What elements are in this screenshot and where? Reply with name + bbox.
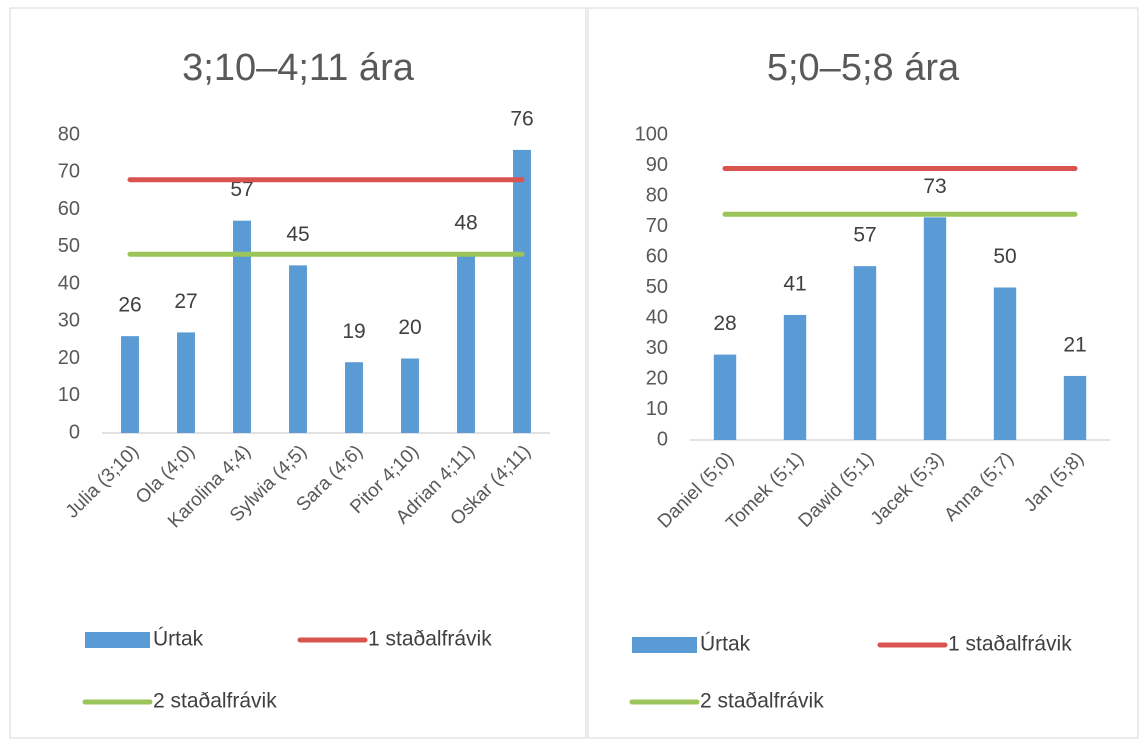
data-label: 19 xyxy=(342,320,365,343)
y-tick-label: 30 xyxy=(646,337,668,359)
bar xyxy=(233,220,251,433)
y-tick-label: 50 xyxy=(646,276,668,298)
data-label: 41 xyxy=(783,272,806,295)
y-tick-label: 50 xyxy=(58,235,80,257)
chart-title: 3;10–4;11 ára xyxy=(182,47,415,89)
y-tick-label: 60 xyxy=(646,245,668,267)
y-tick-label: 80 xyxy=(646,184,668,206)
bar xyxy=(1063,375,1087,440)
legend-swatch xyxy=(632,637,697,653)
y-tick-label: 60 xyxy=(58,198,80,220)
data-label: 21 xyxy=(1063,333,1086,356)
y-tick-label: 100 xyxy=(635,123,668,145)
data-label: 20 xyxy=(398,316,421,339)
y-tick-label: 70 xyxy=(58,161,80,183)
data-label: 48 xyxy=(454,212,477,235)
data-label: 26 xyxy=(118,294,141,317)
data-label: 76 xyxy=(510,107,533,130)
legend-label: 2 staðalfrávik xyxy=(700,690,824,713)
data-label: 73 xyxy=(923,175,946,198)
data-label: 50 xyxy=(993,245,1016,268)
data-label: 57 xyxy=(230,178,253,201)
legend-label: 2 staðalfrávik xyxy=(153,690,277,713)
y-tick-label: 30 xyxy=(58,310,80,332)
y-tick-label: 10 xyxy=(646,398,668,420)
y-tick-label: 90 xyxy=(646,154,668,176)
y-tick-label: 10 xyxy=(58,384,80,406)
legend-label: Úrtak xyxy=(700,633,751,656)
bar xyxy=(345,362,363,433)
bar xyxy=(853,266,877,440)
bar xyxy=(513,149,531,433)
y-tick-label: 0 xyxy=(69,421,80,443)
chart-title: 5;0–5;8 ára xyxy=(767,47,960,89)
legend-label: Úrtak xyxy=(153,628,204,651)
y-tick-label: 80 xyxy=(58,123,80,145)
y-tick-label: 0 xyxy=(657,428,668,450)
bar xyxy=(923,217,947,440)
data-label: 27 xyxy=(174,290,197,313)
y-tick-label: 20 xyxy=(646,367,668,389)
bar xyxy=(289,265,307,433)
bar xyxy=(401,358,419,433)
data-label: 45 xyxy=(286,223,309,246)
bar xyxy=(783,314,807,440)
y-tick-label: 20 xyxy=(58,347,80,369)
legend-label: 1 staðalfrávik xyxy=(948,633,1072,656)
y-tick-label: 70 xyxy=(646,215,668,237)
data-label: 57 xyxy=(853,224,876,247)
bar xyxy=(457,254,475,433)
bar xyxy=(121,336,139,433)
bar xyxy=(993,287,1017,440)
y-tick-label: 40 xyxy=(58,272,80,294)
legend-label: 1 staðalfrávik xyxy=(368,628,492,651)
bar xyxy=(177,332,195,433)
y-tick-label: 40 xyxy=(646,306,668,328)
bar xyxy=(713,354,737,440)
data-label: 28 xyxy=(713,312,736,335)
legend-swatch xyxy=(85,632,150,648)
